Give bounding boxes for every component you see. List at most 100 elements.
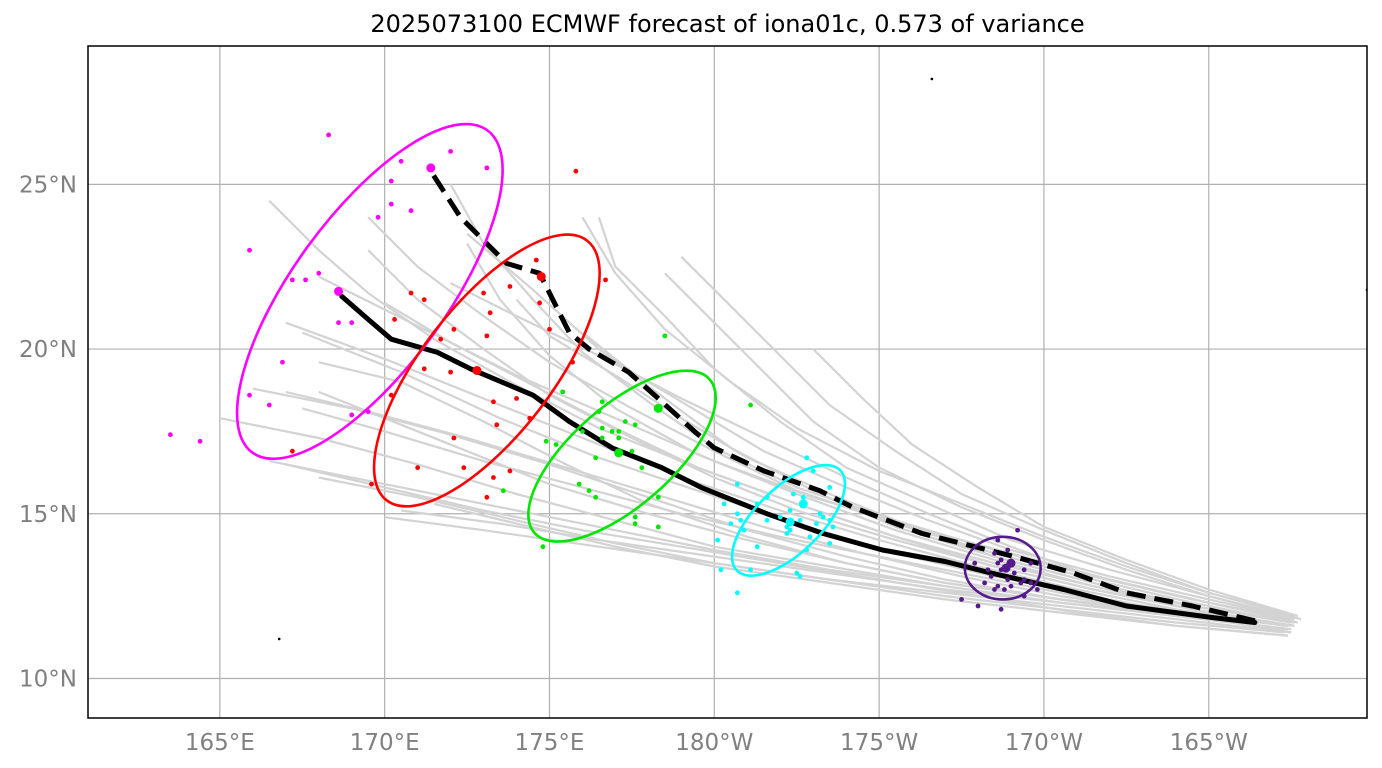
green-member-point [500, 488, 506, 494]
green-member-point [622, 419, 628, 424]
red-mean-marker [536, 272, 546, 282]
magenta-member-point [168, 432, 173, 438]
cyan-member-point [715, 537, 721, 543]
mean-position-markers [334, 163, 1016, 573]
green-member-point [655, 524, 661, 530]
y-tick-label: 25°N [19, 172, 77, 198]
purple-member-point [998, 606, 1004, 612]
red-member-point [603, 277, 608, 283]
green-ellipse [527, 369, 717, 543]
gridlines [88, 46, 1367, 718]
red-member-point [481, 290, 486, 296]
magenta-member-point [303, 277, 308, 283]
red-member-point [421, 366, 427, 372]
cyan-member-point [734, 590, 740, 596]
magenta-member-point [197, 438, 203, 444]
cyan-member-point [748, 567, 753, 573]
red-member-point [392, 317, 397, 322]
x-tick-label: 180°W [675, 730, 753, 756]
red-member-point [484, 333, 490, 339]
ensemble-track [597, 216, 1302, 621]
cyan-member-point [797, 517, 803, 523]
cyan-member-point [810, 468, 816, 474]
red-member-point [491, 475, 496, 480]
green-mean-marker [653, 403, 663, 413]
purple-member-point [1018, 580, 1024, 586]
y-tick-label: 15°N [19, 502, 77, 528]
green-member-point [632, 422, 638, 428]
green-member-point [632, 514, 638, 520]
purple-member-point [982, 580, 988, 586]
cyan-member-point [787, 508, 793, 513]
red-member-point [491, 399, 496, 405]
ensemble-track [664, 272, 1295, 621]
cyan-member-point [827, 541, 833, 546]
purple-member-point [985, 567, 991, 573]
y-tick-label: 10°N [19, 666, 77, 692]
magenta-member-point [408, 208, 414, 214]
purple-member-point [992, 587, 997, 592]
purple-member-point [988, 573, 994, 579]
purple-member-point [995, 537, 1001, 543]
green-member-point [543, 438, 549, 444]
ensemble-track [318, 390, 1289, 631]
red-member-point [448, 369, 454, 375]
cyan-member-point [741, 527, 747, 533]
green-member-point [553, 442, 559, 447]
plot-frame [87, 45, 1368, 719]
ensemble-track [812, 348, 1299, 617]
ensemble-track [285, 321, 1285, 627]
ensemble-track [450, 282, 1292, 621]
x-tick-label: 170°E [350, 730, 420, 756]
red-member-point [421, 297, 427, 303]
purple-member-point [998, 557, 1004, 563]
red-member-point [533, 257, 539, 263]
cyan-member-point [754, 544, 760, 550]
magenta-member-point [388, 201, 394, 207]
green-member-point [599, 399, 605, 405]
green-member-point [655, 494, 661, 500]
x-tick-label: 175°W [840, 730, 918, 756]
purple-member-point [1028, 580, 1034, 586]
purple-member-point [992, 550, 997, 556]
purple-member-point [1005, 547, 1011, 553]
magenta-member-point [326, 132, 332, 138]
purple-member-point [1001, 587, 1007, 592]
green-member-point [609, 429, 615, 434]
ensemble-track [581, 216, 1295, 617]
purple-member-point [975, 603, 981, 609]
green-member-point [599, 425, 605, 431]
green-member-point [662, 333, 668, 339]
red-member-point [507, 468, 513, 474]
red-member-point [494, 422, 500, 428]
purple-member-point [1008, 583, 1014, 589]
x-tick-label: 165°E [185, 730, 255, 756]
green-member-point [616, 429, 622, 434]
red-member-point [507, 284, 513, 289]
tick-labels: 165°E 170°E 175°E 180°W 175°W 170°W 165°W 10°N 1… [19, 172, 1248, 756]
magenta-member-point [316, 270, 322, 276]
x-tick-label: 165°W [1170, 730, 1248, 756]
cyan-member-point [807, 534, 813, 540]
green-member-point [616, 435, 622, 441]
cyan-member-point [830, 524, 836, 530]
red-member-point [289, 448, 295, 454]
magenta-center-marker [334, 286, 344, 296]
cyan-ellipse [730, 463, 847, 577]
magenta-member-point [375, 214, 381, 220]
green-member-point [560, 389, 566, 395]
chart-title: 2025073100 ECMWF forecast of iona01c, 0.… [370, 10, 1085, 38]
red-member-point [487, 310, 493, 316]
green-member-point [639, 465, 645, 471]
cyan-member-point [738, 517, 744, 523]
purple-member-point [1021, 567, 1027, 573]
cyan-mean-marker [798, 499, 808, 509]
red-member-point [451, 326, 457, 332]
red-member-point [451, 435, 457, 441]
purple-member-point [1021, 577, 1027, 583]
cyan-member-point [804, 455, 810, 461]
green-member-point [586, 488, 592, 494]
purple-member-point [1005, 577, 1011, 583]
x-tick-label: 175°E [515, 730, 585, 756]
